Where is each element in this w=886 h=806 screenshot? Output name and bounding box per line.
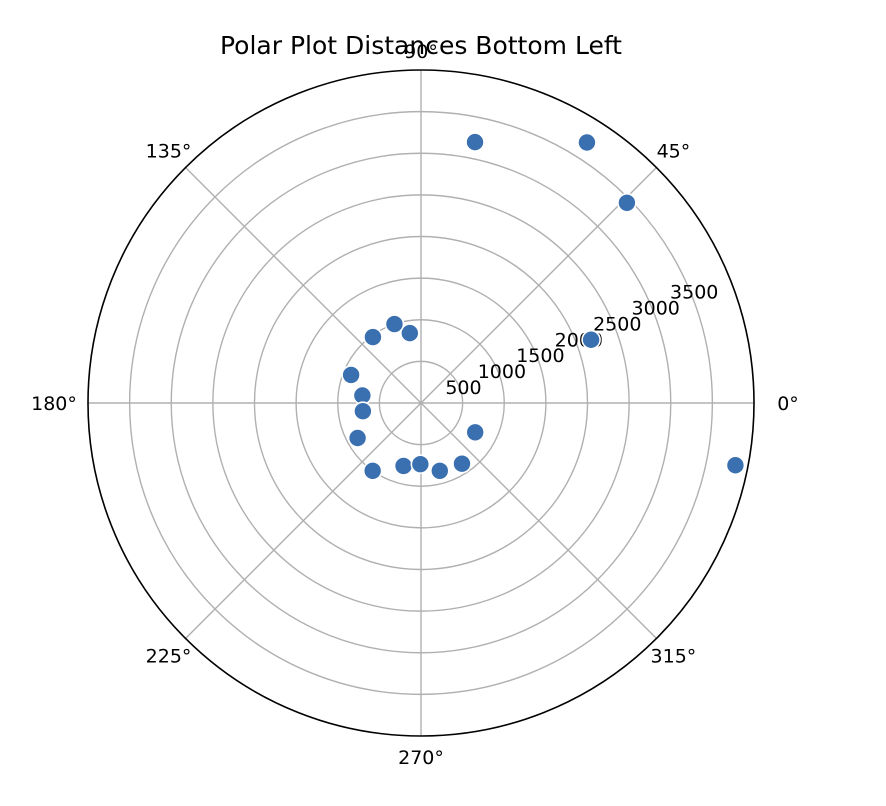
data-point-7 bbox=[384, 314, 405, 334]
data-point-8 bbox=[341, 365, 361, 385]
data-point-16 bbox=[452, 453, 472, 474]
theta-tick-label-90: 90° bbox=[404, 41, 438, 63]
data-point-5 bbox=[400, 323, 420, 343]
angular-gridline-45 bbox=[420, 167, 657, 404]
data-point-17 bbox=[465, 422, 485, 443]
data-points bbox=[341, 132, 746, 481]
r-tick-label-3500: 3500 bbox=[670, 281, 718, 303]
theta-tick-label-45: 45° bbox=[657, 141, 691, 163]
data-point-3 bbox=[465, 132, 485, 152]
data-point-6 bbox=[363, 327, 383, 347]
r-tick-label-1000: 1000 bbox=[478, 361, 526, 383]
data-point-11 bbox=[347, 428, 368, 448]
polar-frame bbox=[87, 69, 755, 737]
angular-gridline-225 bbox=[185, 402, 422, 639]
data-point-1 bbox=[577, 132, 597, 153]
angular-gridline-135 bbox=[185, 167, 422, 404]
data-point-14 bbox=[410, 454, 431, 474]
data-point-15 bbox=[429, 460, 450, 481]
data-point-0 bbox=[725, 455, 746, 476]
chart-title: Polar Plot Distances Bottom Left bbox=[220, 31, 622, 60]
r-tick-label-3000: 3000 bbox=[632, 297, 680, 319]
theta-tick-label-225: 225° bbox=[146, 645, 192, 667]
theta-tick-label-135: 135° bbox=[146, 141, 192, 163]
data-point-12 bbox=[362, 460, 383, 481]
data-point-10 bbox=[353, 401, 373, 421]
data-point-13 bbox=[393, 456, 414, 476]
polar-grid bbox=[87, 69, 755, 737]
r-tick-label-500: 500 bbox=[445, 377, 481, 399]
r-tick-label-1500: 1500 bbox=[516, 345, 564, 367]
theta-tick-label-315: 315° bbox=[651, 645, 697, 667]
data-point-2 bbox=[617, 192, 637, 213]
theta-tick-label-270: 270° bbox=[398, 747, 444, 769]
angular-gridline-315 bbox=[420, 402, 657, 639]
theta-tick-label-0: 0° bbox=[777, 393, 799, 415]
data-point-4 bbox=[581, 329, 601, 350]
r-tick-label-2500: 2500 bbox=[593, 313, 641, 335]
theta-tick-label-180: 180° bbox=[31, 393, 77, 415]
